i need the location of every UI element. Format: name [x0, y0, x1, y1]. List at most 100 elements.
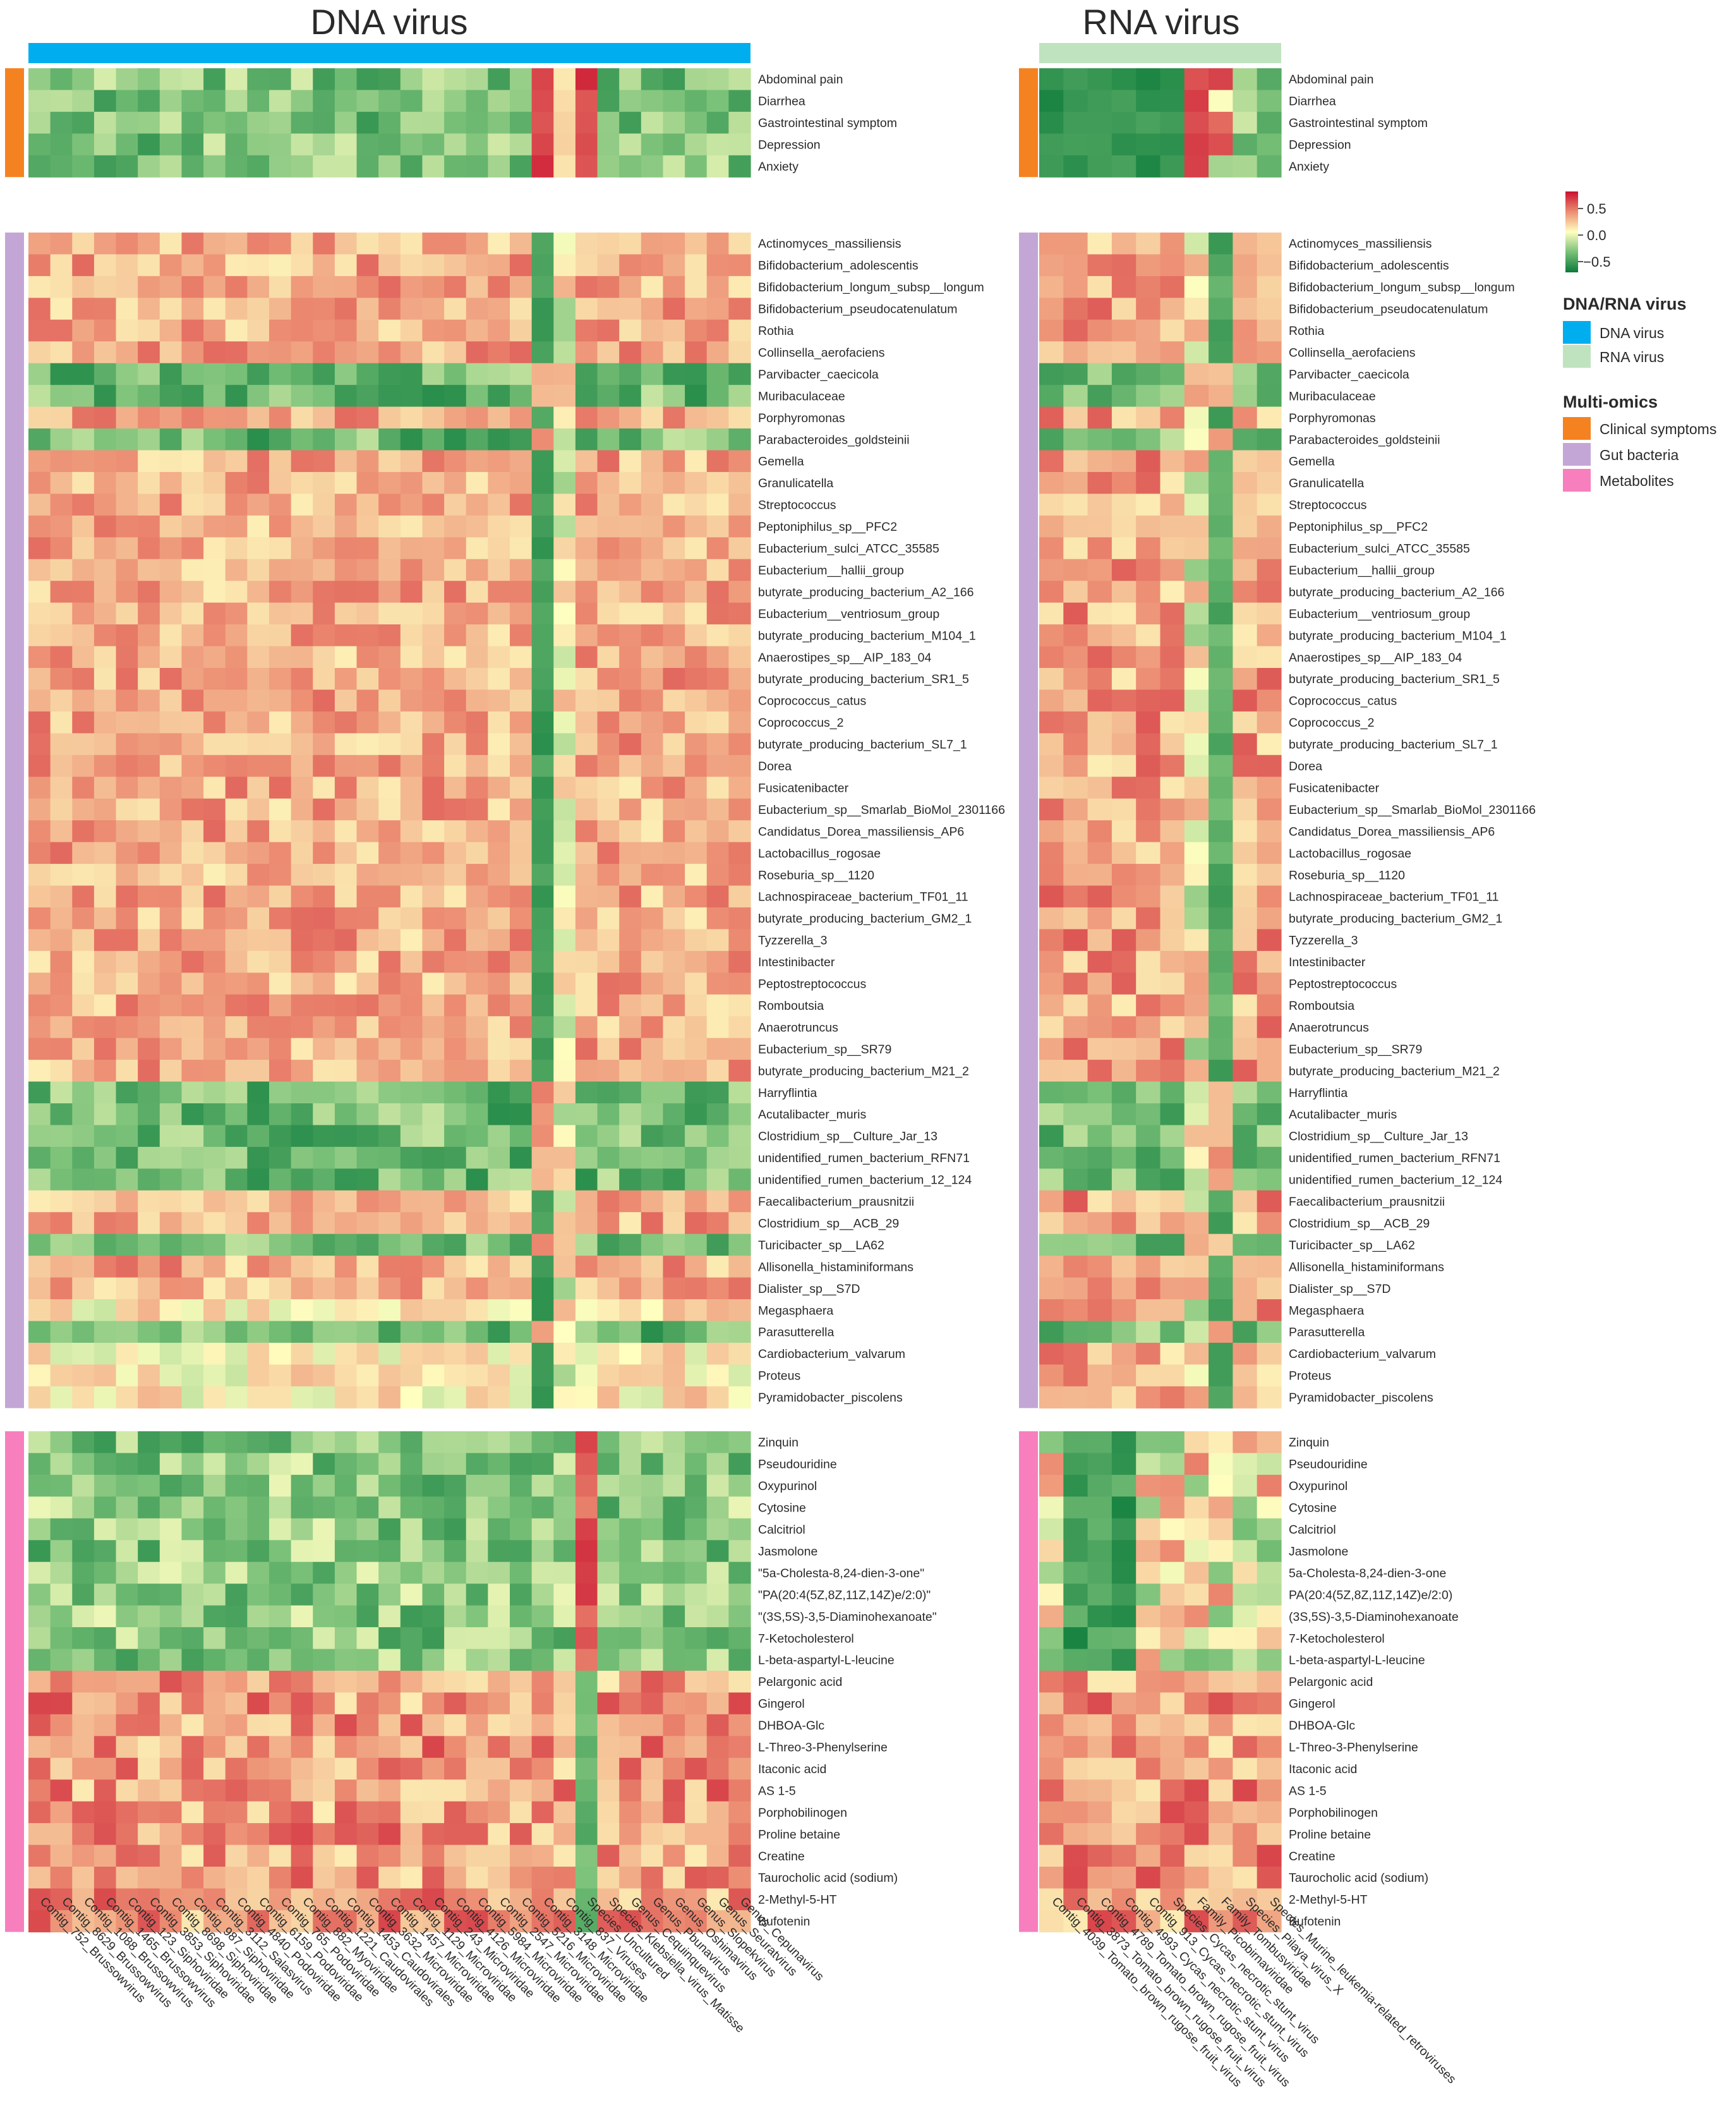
heatmap-cell: [728, 602, 751, 625]
heatmap-cell: [50, 1364, 73, 1387]
heatmap-cell: [159, 1103, 183, 1126]
heatmap-cell: [488, 276, 510, 298]
heatmap-cell: [444, 950, 467, 973]
heatmap-cell: [313, 319, 335, 342]
heatmap-cell: [269, 1342, 292, 1365]
heatmap-cell: [1136, 1584, 1161, 1606]
heatmap-cell: [510, 1670, 533, 1693]
heatmap-cell: [356, 1146, 379, 1169]
heatmap-cell: [159, 1605, 183, 1628]
heatmap-cell: [313, 1867, 335, 1889]
heatmap-cell: [575, 973, 598, 995]
heatmap-cell: [685, 450, 708, 473]
heatmap-cell: [1184, 1256, 1209, 1278]
row-label: Bifidobacterium_pseudocatenulatum: [1289, 303, 1488, 317]
heatmap-cell: [597, 1256, 620, 1278]
heatmap-cell: [422, 733, 445, 756]
heatmap-cell: [444, 754, 467, 777]
heatmap-cell: [510, 1867, 533, 1889]
heatmap-cell: [1039, 68, 1064, 91]
row-label: Oxypurinol: [758, 1479, 817, 1493]
heatmap-cell: [400, 1518, 423, 1541]
row-label: Collinsella_aerofaciens: [758, 346, 885, 360]
heatmap-cell: [422, 1081, 445, 1104]
heatmap-cell: [597, 298, 620, 320]
heatmap-cell: [291, 1256, 313, 1278]
heatmap-cell: [1209, 68, 1233, 91]
heatmap-cell: [422, 1540, 445, 1563]
heatmap-cell: [400, 341, 423, 364]
heatmap-cell: [575, 1605, 598, 1628]
heatmap-cell: [663, 1540, 685, 1563]
heatmap-cell: [575, 842, 598, 864]
heatmap-cell: [444, 1342, 467, 1365]
heatmap-cell: [1209, 1474, 1233, 1497]
row-label: Candidatus_Dorea_massiliensis_AP6: [1289, 825, 1495, 839]
heatmap-cell: [510, 994, 533, 1017]
heatmap-cell: [1136, 1474, 1161, 1497]
heatmap-cell: [1039, 1910, 1064, 1932]
heatmap-cell: [466, 1299, 488, 1322]
row-label: butyrate_producing_bacterium_SR1_5: [1289, 672, 1500, 686]
heatmap-cell: [444, 1146, 467, 1169]
heatmap-cell: [1209, 233, 1233, 255]
heatmap-cell: [1257, 754, 1282, 777]
heatmap-cell: [1063, 1496, 1088, 1519]
heatmap-cell: [203, 1584, 226, 1606]
heatmap-cell: [685, 1016, 708, 1039]
heatmap-cell: [159, 471, 183, 494]
heatmap-cell: [553, 1038, 576, 1060]
heatmap-cell: [378, 1168, 401, 1191]
heatmap-cell: [641, 1342, 664, 1365]
heatmap-cell: [1136, 471, 1161, 494]
heatmap-cell: [93, 319, 117, 342]
heatmap-cell: [334, 537, 358, 560]
heatmap-cell: [50, 559, 73, 581]
heatmap-cell: [138, 1125, 160, 1148]
heatmap-cell: [181, 994, 204, 1017]
heatmap-cell: [641, 711, 664, 734]
heatmap-cell: [488, 428, 510, 451]
heatmap-cell: [728, 1888, 751, 1911]
heatmap-cell: [728, 385, 751, 408]
heatmap-cell: [531, 668, 554, 691]
heatmap-cell: [597, 385, 620, 408]
heatmap-cell: [597, 1081, 620, 1104]
heatmap-cell: [159, 1038, 183, 1060]
heatmap-cell: [575, 1779, 598, 1802]
heatmap-cell: [159, 798, 183, 821]
heatmap-cell: [1160, 363, 1185, 385]
heatmap-cell: [203, 385, 226, 408]
row-label: Gemella: [1289, 455, 1335, 469]
heatmap-cell: [553, 1321, 576, 1343]
heatmap-cell: [181, 559, 204, 581]
row-label: AS 1-5: [758, 1784, 796, 1798]
heatmap-cell: [356, 602, 379, 625]
heatmap-cell: [1233, 341, 1258, 364]
heatmap-cell: [1039, 1584, 1064, 1606]
heatmap-cell: [466, 1474, 488, 1497]
heatmap-cell: [553, 90, 576, 112]
heatmap-cell: [225, 1540, 248, 1563]
heatmap-cell: [1233, 406, 1258, 429]
row-label: Parvibacter_caecicola: [758, 368, 879, 382]
heatmap-cell: [531, 1016, 554, 1039]
heatmap-cell: [313, 1277, 335, 1300]
heatmap-cell: [619, 133, 642, 156]
heatmap-cell: [531, 1299, 554, 1322]
heatmap-cell: [72, 111, 95, 134]
heatmap-cell: [597, 907, 620, 930]
heatmap-cell: [159, 1125, 183, 1148]
heatmap-cell: [116, 842, 138, 864]
heatmap-cell: [72, 973, 95, 995]
heatmap-cell: [116, 494, 138, 516]
heatmap-cell: [1111, 1125, 1136, 1148]
heatmap-cell: [181, 1081, 204, 1104]
heatmap-cell: [159, 1081, 183, 1104]
heatmap-cell: [356, 754, 379, 777]
heatmap-cell: [422, 254, 445, 277]
heatmap-cell: [72, 428, 95, 451]
heatmap-cell: [116, 624, 138, 647]
heatmap-cell: [422, 689, 445, 712]
heatmap-cell: [1160, 1256, 1185, 1278]
